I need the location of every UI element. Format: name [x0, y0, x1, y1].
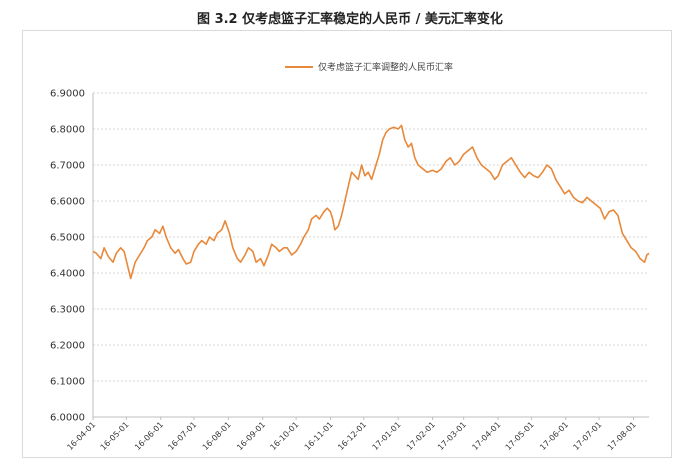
- y-tick-label: 6.7000: [50, 161, 85, 172]
- y-tick-label: 6.3000: [50, 305, 85, 316]
- x-tick-label: 16-05-01: [99, 420, 131, 452]
- x-tick-label: 17-02-01: [405, 420, 437, 452]
- x-tick-label: 16-09-01: [235, 420, 267, 452]
- x-tick-label: 17-01-01: [371, 420, 403, 452]
- legend: 仅考虑篮子汇率调整的人民币汇率: [285, 61, 453, 73]
- y-tick-label: 6.1000: [50, 377, 85, 388]
- chart-frame: 6.9000 6.8000 6.7000 6.6000 6.5000 6.4000 6.30…: [22, 30, 672, 458]
- y-tick-label: 6.2000: [50, 341, 85, 352]
- y-tick-label: 6.8000: [50, 125, 85, 136]
- x-tick-label: 16-04-01: [65, 420, 97, 452]
- gridlines: [93, 92, 649, 382]
- x-tick-label: 16-07-01: [166, 420, 198, 452]
- chart-title: 图 3.2 仅考虑篮子汇率稳定的人民币 / 美元汇率变化: [197, 12, 503, 27]
- x-tick-label: 17-03-01: [436, 420, 468, 452]
- axes: [92, 93, 649, 420]
- y-tick-label: 6.9000: [50, 89, 85, 100]
- y-tick-label: 6.0000: [50, 413, 85, 424]
- legend-label: 仅考虑篮子汇率调整的人民币汇率: [318, 61, 453, 73]
- x-tick-label: 16-12-01: [336, 420, 368, 452]
- y-tick-label: 6.6000: [50, 197, 85, 208]
- x-tick-label: 16-11-01: [303, 420, 335, 452]
- x-tick-label: 17-05-01: [504, 420, 536, 452]
- x-tick-label: 17-04-01: [470, 420, 502, 452]
- series-layer: [92, 124, 650, 280]
- x-tick-label: 16-08-01: [201, 420, 233, 452]
- y-tick-label: 6.5000: [50, 233, 85, 244]
- x-tick-label: 17-08-01: [606, 420, 638, 452]
- x-tick-label: 17-06-01: [538, 420, 570, 452]
- x-tick-label: 17-07-01: [571, 420, 603, 452]
- x-tick-labels: 16-04-01 16-05-01 16-06-01 16-07-01 16-08-01…: [65, 420, 638, 452]
- y-tick-labels: 6.9000 6.8000 6.7000 6.6000 6.5000 6.4000 6.30…: [50, 89, 85, 424]
- x-tick-label: 16-10-01: [268, 420, 300, 452]
- line-chart: 6.9000 6.8000 6.7000 6.6000 6.5000 6.4000 6.30…: [50, 61, 650, 452]
- y-tick-label: 6.4000: [50, 269, 85, 280]
- x-tick-label: 16-06-01: [133, 420, 165, 452]
- series-line-0: [92, 124, 650, 280]
